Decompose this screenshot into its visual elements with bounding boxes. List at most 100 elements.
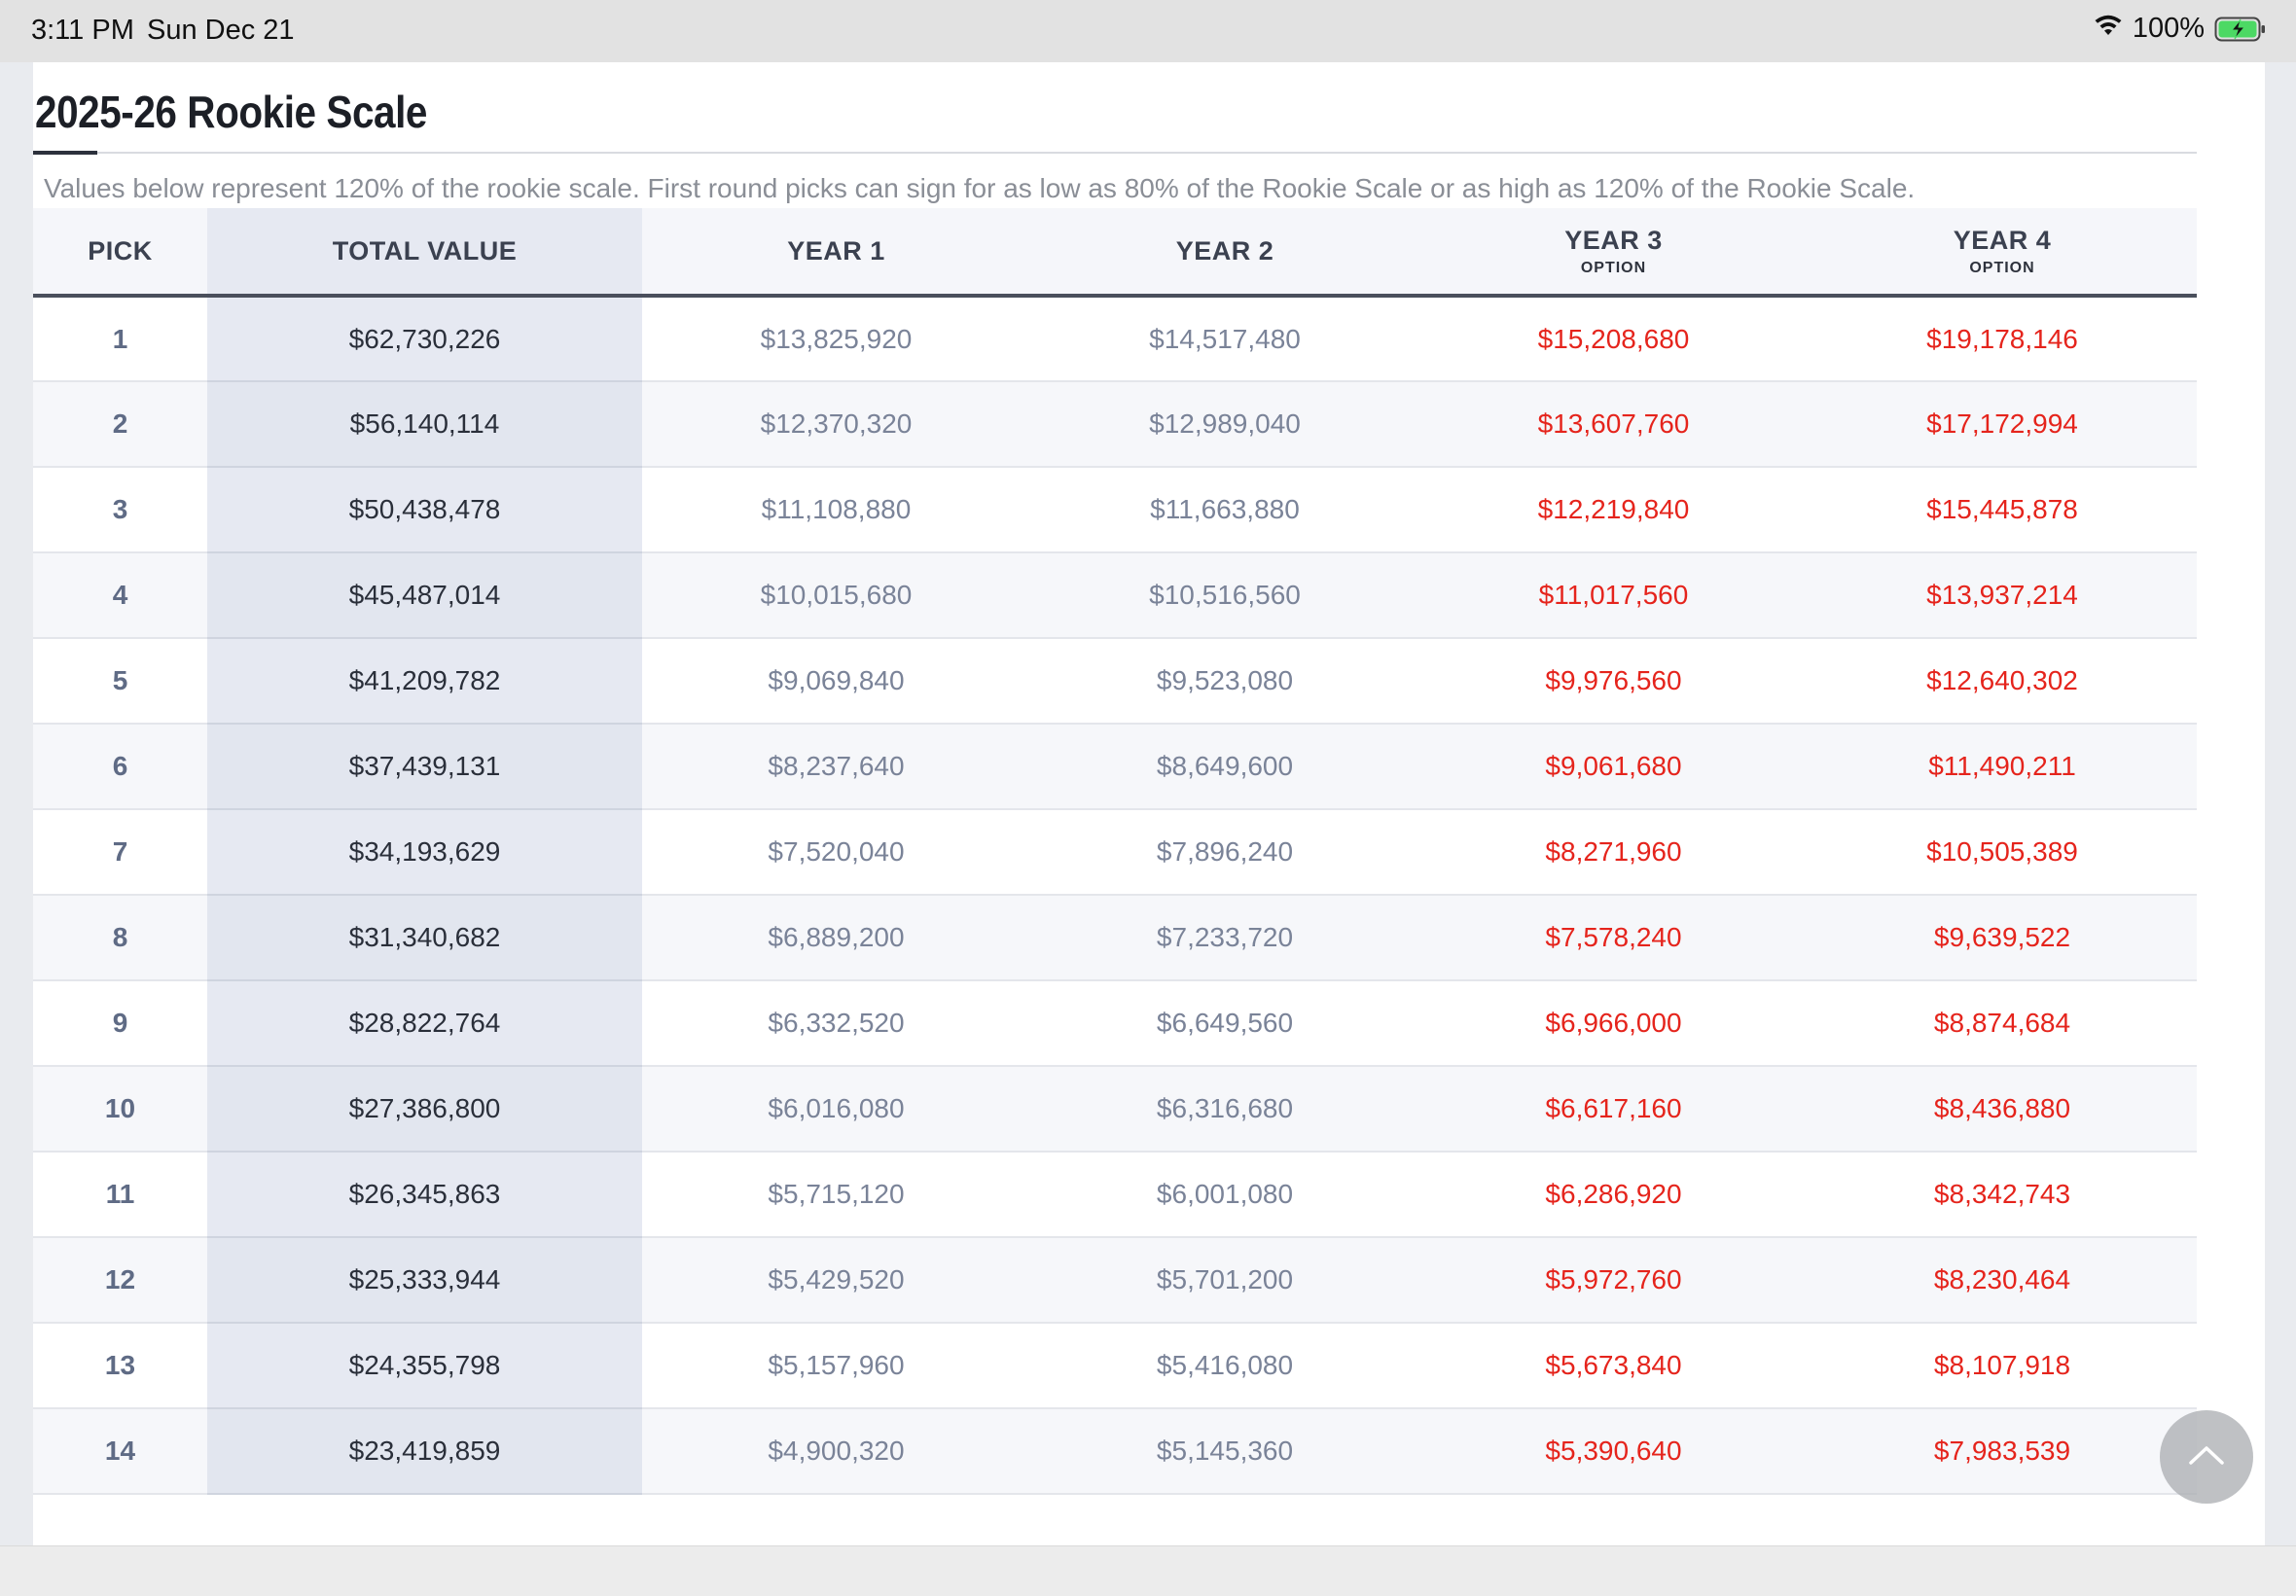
cell-total-value: $45,487,014 xyxy=(207,552,642,639)
cell-pick: 14 xyxy=(33,1408,207,1494)
cell-year-3-option: $6,617,160 xyxy=(1419,1066,1808,1152)
table-row: 12 $25,333,944 $5,429,520 $5,701,200 $5,972,… xyxy=(33,1237,2197,1324)
cell-total-value: $62,730,226 xyxy=(207,296,642,382)
cell-year-4-option: $10,505,389 xyxy=(1926,836,2078,867)
cell-total-value: $27,386,800 xyxy=(207,1066,642,1153)
cell-year-3-option: $13,607,760 xyxy=(1419,381,1808,467)
cell-year-2: $6,649,560 xyxy=(1156,1008,1294,1038)
cell-year-1: $13,825,920 xyxy=(760,323,913,354)
cell-year-2: $5,145,360 xyxy=(1030,1408,1419,1494)
cell-year-3-option: $9,976,560 xyxy=(1545,665,1682,695)
header-year-4-label: YEAR 4 xyxy=(1953,225,2052,255)
cell-total-value: $50,438,478 xyxy=(207,467,642,553)
cell-total-value: $25,333,944 xyxy=(207,1237,642,1324)
cell-year-2: $7,896,240 xyxy=(1156,836,1294,867)
bottom-toolbar xyxy=(0,1545,2296,1596)
title-divider-accent xyxy=(33,151,97,155)
wifi-icon xyxy=(2094,13,2123,45)
title-divider xyxy=(33,152,2197,154)
cell-pick: 3 xyxy=(112,494,128,524)
header-year-4[interactable]: YEAR 4 OPTION xyxy=(1808,208,2197,296)
cell-pick: 4 xyxy=(33,552,207,638)
cell-year-1: $4,900,320 xyxy=(642,1408,1030,1494)
scroll-to-top-button[interactable] xyxy=(2160,1410,2253,1504)
header-year-3-sublabel: OPTION xyxy=(1580,259,1647,276)
cell-year-3-option: $8,271,960 xyxy=(1545,836,1682,867)
table-row: 13 $24,355,798 $5,157,960 $5,416,080 $5,673,… xyxy=(33,1323,2197,1409)
cell-year-4-option: $8,107,918 xyxy=(1933,1350,2071,1380)
header-year-1[interactable]: YEAR 1 xyxy=(787,235,885,266)
chevron-up-icon xyxy=(2187,1443,2226,1472)
table-header-row: PICK TOTAL VALUE YEAR 1 YEAR 2 YEAR 3 OP… xyxy=(33,208,2197,296)
cell-pick: 9 xyxy=(112,1008,128,1038)
cell-year-1: $6,889,200 xyxy=(642,895,1030,980)
table-row: 14 $23,419,859 $4,900,320 $5,145,360 $5,390,… xyxy=(33,1408,2197,1495)
table-row: 10 $27,386,800 $6,016,080 $6,316,680 $6,617,… xyxy=(33,1066,2197,1153)
cell-total-value: $34,193,629 xyxy=(207,809,642,896)
cell-total-value: $37,439,131 xyxy=(207,724,642,810)
cell-total-value: $56,140,114 xyxy=(207,381,642,468)
cell-year-1: $5,157,960 xyxy=(768,1350,905,1380)
cell-year-1: $6,332,520 xyxy=(768,1008,905,1038)
status-date: Sun Dec 21 xyxy=(147,15,295,46)
rookie-scale-note: Values below represent 120% of the rooki… xyxy=(44,173,1916,203)
header-year-4-sublabel: OPTION xyxy=(1969,259,2035,276)
cell-year-2: $11,663,880 xyxy=(1150,494,1300,524)
cell-year-4-option: $8,436,880 xyxy=(1808,1066,2197,1152)
page-title: 2025-26 Rookie Scale xyxy=(35,87,427,137)
cell-year-4-option: $8,342,743 xyxy=(1933,1179,2071,1209)
header-year-2[interactable]: YEAR 2 xyxy=(1175,235,1274,266)
cell-pick: 12 xyxy=(33,1237,207,1323)
cell-year-3-option: $11,017,560 xyxy=(1419,552,1808,638)
cell-year-4-option: $9,639,522 xyxy=(1808,895,2197,980)
cell-year-2: $6,001,080 xyxy=(1156,1179,1294,1209)
cell-year-2: $5,416,080 xyxy=(1156,1350,1294,1380)
table-row: 9 $28,822,764 $6,332,520 $6,649,560 $6,966,0… xyxy=(33,980,2197,1067)
cell-year-1: $10,015,680 xyxy=(642,552,1030,638)
cell-year-4-option: $12,640,302 xyxy=(1926,665,2078,695)
cell-year-2: $14,517,480 xyxy=(1149,323,1301,354)
table-row: 2 $56,140,114 $12,370,320 $12,989,040 $13,60… xyxy=(33,381,2197,468)
cell-pick: 5 xyxy=(112,665,128,695)
table-body: 1 $62,730,226 $13,825,920 $14,517,480 $15,20… xyxy=(33,296,2197,1495)
cell-year-4-option: $11,490,211 xyxy=(1808,724,2197,809)
table-row: 4 $45,487,014 $10,015,680 $10,516,560 $11,01… xyxy=(33,552,2197,639)
rookie-scale-table: PICK TOTAL VALUE YEAR 1 YEAR 2 YEAR 3 OP… xyxy=(33,208,2197,1495)
cell-year-4-option: $19,178,146 xyxy=(1926,323,2078,354)
cell-year-3-option: $5,673,840 xyxy=(1545,1350,1682,1380)
status-bar: 3:11 PM Sun Dec 21 100% xyxy=(0,0,2296,62)
status-right-group: 100% xyxy=(2094,13,2267,45)
cell-year-2: $9,523,080 xyxy=(1156,665,1294,695)
table-row: 11 $26,345,863 $5,715,120 $6,001,080 $6,286,… xyxy=(33,1152,2197,1238)
cell-year-2: $10,516,560 xyxy=(1030,552,1419,638)
cell-year-2: $12,989,040 xyxy=(1030,381,1419,467)
cell-pick: 13 xyxy=(104,1350,136,1380)
cell-pick: 11 xyxy=(105,1179,135,1209)
cell-pick: 1 xyxy=(112,323,128,354)
cell-year-2: $5,701,200 xyxy=(1030,1237,1419,1323)
battery-charging-icon xyxy=(2214,16,2267,43)
cell-pick: 7 xyxy=(112,836,128,867)
rookie-scale-table-wrapper: PICK TOTAL VALUE YEAR 1 YEAR 2 YEAR 3 OP… xyxy=(33,208,2197,1495)
cell-total-value: $23,419,859 xyxy=(207,1408,642,1495)
cell-year-1: $7,520,040 xyxy=(768,836,905,867)
header-pick[interactable]: PICK xyxy=(88,235,153,266)
battery-percent: 100% xyxy=(2132,13,2205,44)
cell-year-3-option: $5,390,640 xyxy=(1419,1408,1808,1494)
header-year-3[interactable]: YEAR 3 OPTION xyxy=(1419,208,1808,296)
cell-year-3-option: $9,061,680 xyxy=(1419,724,1808,809)
cell-year-3-option: $7,578,240 xyxy=(1419,895,1808,980)
table-row: 1 $62,730,226 $13,825,920 $14,517,480 $15,20… xyxy=(33,296,2197,382)
table-row: 8 $31,340,682 $6,889,200 $7,233,720 $7,578,2… xyxy=(33,895,2197,981)
cell-year-3-option: $6,286,920 xyxy=(1545,1179,1682,1209)
cell-year-4-option: $8,874,684 xyxy=(1933,1008,2071,1038)
cell-year-1: $5,715,120 xyxy=(768,1179,905,1209)
cell-year-4-option: $7,983,539 xyxy=(1808,1408,2197,1494)
cell-total-value: $28,822,764 xyxy=(207,980,642,1067)
cell-year-1: $6,016,080 xyxy=(642,1066,1030,1152)
cell-pick: 2 xyxy=(33,381,207,467)
header-total-value[interactable]: TOTAL VALUE xyxy=(207,208,642,296)
table-row: 6 $37,439,131 $8,237,640 $8,649,600 $9,061,6… xyxy=(33,724,2197,810)
cell-total-value: $31,340,682 xyxy=(207,895,642,981)
cell-pick: 6 xyxy=(33,724,207,809)
